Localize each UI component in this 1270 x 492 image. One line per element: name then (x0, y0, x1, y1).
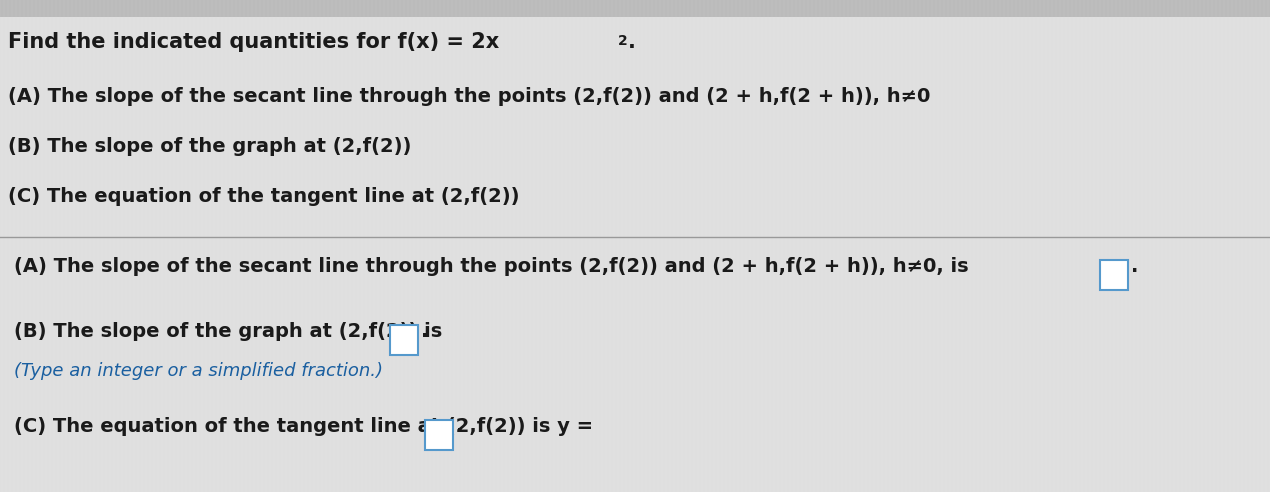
Text: 2: 2 (618, 34, 627, 48)
Text: .: . (1132, 257, 1138, 276)
Text: .: . (420, 322, 428, 341)
Text: (Type an integer or a simplified fraction.): (Type an integer or a simplified fractio… (14, 362, 384, 380)
Bar (0, 0, 1270, 17)
Text: (B) The slope of the graph at (2,f(2)) is: (B) The slope of the graph at (2,f(2)) i… (14, 322, 450, 341)
Text: (B) The slope of the graph at (2,f(2)): (B) The slope of the graph at (2,f(2)) (8, 137, 411, 156)
Text: .: . (627, 32, 636, 52)
Bar (1100, 260, 1128, 290)
Text: (C) The equation of the tangent line at (2,f(2)) is y =: (C) The equation of the tangent line at … (14, 417, 599, 436)
Text: (A) The slope of the secant line through the points (2,f(2)) and (2 + h,f(2 + h): (A) The slope of the secant line through… (8, 87, 931, 106)
Bar (425, 420, 453, 450)
Text: .: . (456, 417, 464, 436)
Text: (A) The slope of the secant line through the points (2,f(2)) and (2 + h,f(2 + h): (A) The slope of the secant line through… (14, 257, 975, 276)
Bar (390, 325, 418, 355)
Text: (C) The equation of the tangent line at (2,f(2)): (C) The equation of the tangent line at … (8, 187, 519, 206)
Text: Find the indicated quantities for f(x) = 2x: Find the indicated quantities for f(x) =… (8, 32, 499, 52)
